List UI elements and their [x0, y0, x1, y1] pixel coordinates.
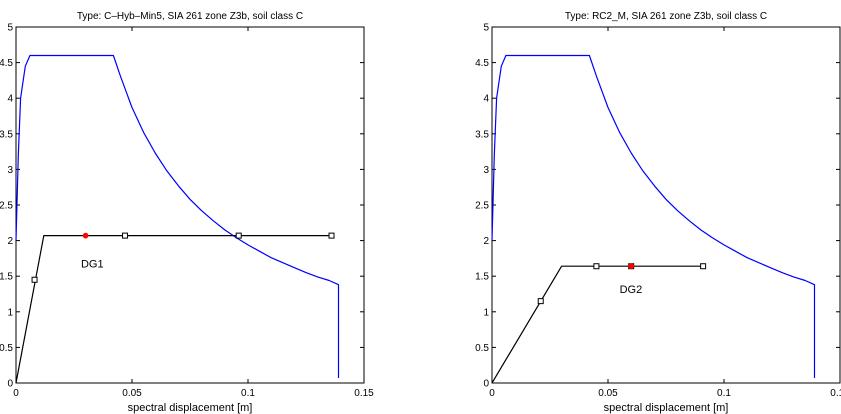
damage-grade-marker	[700, 263, 707, 270]
y-tick-label: 2	[7, 236, 13, 247]
x-tick-label: 0	[489, 388, 495, 399]
y-tick-label: 4	[7, 94, 13, 105]
performance-point-marker	[82, 232, 89, 239]
x-tick-label: 0.1	[241, 388, 255, 399]
y-tick-label: 1	[483, 307, 489, 318]
damage-grade-marker	[537, 298, 544, 305]
x-axis-label: spectral displacement [m]	[128, 402, 253, 414]
y-tick-label: 3.5	[0, 129, 13, 140]
y-tick-label: 2	[483, 236, 489, 247]
y-tick-label: 2.5	[0, 201, 13, 212]
x-tick-label: 0.1	[717, 388, 731, 399]
y-tick-label: 0	[483, 379, 489, 390]
damage-grade-marker	[593, 263, 600, 270]
y-tick-label: 0	[7, 379, 13, 390]
y-tick-label: 4	[483, 94, 489, 105]
plot-frame	[491, 26, 841, 384]
x-tick-label: 0.05	[598, 388, 618, 399]
demand-spectrum-line	[15, 54, 340, 378]
x-axis-label: spectral displacement [m]	[604, 402, 729, 414]
y-tick-label: 4.5	[0, 58, 13, 69]
y-tick-label: 1	[7, 307, 13, 318]
y-tick-label: 0.5	[475, 343, 489, 354]
capacity-curve-line	[15, 235, 334, 384]
y-tick-label: 4.5	[475, 58, 489, 69]
y-tick-label: 2.5	[475, 201, 489, 212]
x-tick-label: 0.15	[830, 388, 841, 399]
capacity-curve-line	[491, 265, 704, 384]
x-tick-label: 0.15	[354, 388, 374, 399]
y-tick-label: 0.5	[0, 343, 13, 354]
y-tick-label: 1.5	[0, 272, 13, 283]
x-tick-label: 0	[13, 388, 19, 399]
chart-title: Type: C–Hyb–Min5, SIA 261 zone Z3b, soil…	[77, 11, 303, 22]
damage-grade-annotation: DG2	[620, 284, 643, 296]
demand-spectrum-line	[491, 54, 816, 378]
damage-grade-marker	[235, 232, 242, 239]
plot-frame	[15, 26, 365, 384]
y-tick-label: 3	[483, 165, 489, 176]
y-tick-label: 3.5	[475, 129, 489, 140]
performance-point-marker	[628, 263, 635, 270]
y-tick-label: 5	[483, 23, 489, 34]
chart-1: 0 0.05 0.1 0.15 0 0.5 1 1.5 2 2.5 3 3.5 4 4.5 5 Type: C…	[0, 11, 374, 414]
damage-grade-annotation: DG1	[81, 258, 104, 270]
y-tick-label: 3	[7, 165, 13, 176]
damage-grade-marker	[31, 276, 38, 283]
y-tick-label: 5	[7, 23, 13, 34]
chart-title: Type: RC2_M, SIA 261 zone Z3b, soil clas…	[565, 11, 767, 22]
x-tick-label: 0.05	[122, 388, 142, 399]
damage-grade-marker	[328, 232, 335, 239]
damage-grade-marker	[122, 232, 129, 239]
chart-2: 0 0.05 0.1 0.15 0 0.5 1 1.5 2 2.5 3 3.5 4 4.5 5 Type: R…	[475, 11, 841, 414]
y-tick-label: 1.5	[475, 272, 489, 283]
